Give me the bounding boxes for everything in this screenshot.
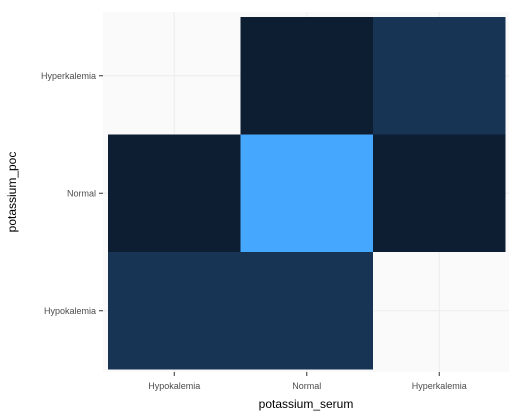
x-axis-title: potassium_serum <box>259 397 354 411</box>
y-tick-label: Normal <box>67 188 96 198</box>
heatmap-cells <box>108 17 506 370</box>
heatmap-cell-hyperkalemia-hyperkalemia <box>373 17 506 135</box>
heatmap-cell-normal-normal <box>240 134 373 252</box>
heatmap-cell-hypokalemia-hypokalemia <box>108 252 241 370</box>
x-tick-label: Normal <box>292 381 321 391</box>
y-tick-label: Hypokalemia <box>44 306 96 316</box>
heatmap-cell-hyperkalemia-normal <box>373 134 506 252</box>
x-tick-label: Hypokalemia <box>148 381 200 391</box>
heatmap-cell-normal-hypokalemia <box>240 252 373 370</box>
y-axis-title: potassium_poc <box>5 152 19 233</box>
y-axis-ticks: Hypokalemia Normal Hyperkalemia <box>41 71 103 316</box>
x-tick-label: Hyperkalemia <box>412 381 467 391</box>
y-tick-label: Hyperkalemia <box>41 71 96 81</box>
heatmap-cell-normal-hyperkalemia <box>240 17 373 135</box>
x-axis-ticks: Hypokalemia Normal Hyperkalemia <box>148 372 467 391</box>
heatmap-cell-hypokalemia-normal <box>108 134 241 252</box>
